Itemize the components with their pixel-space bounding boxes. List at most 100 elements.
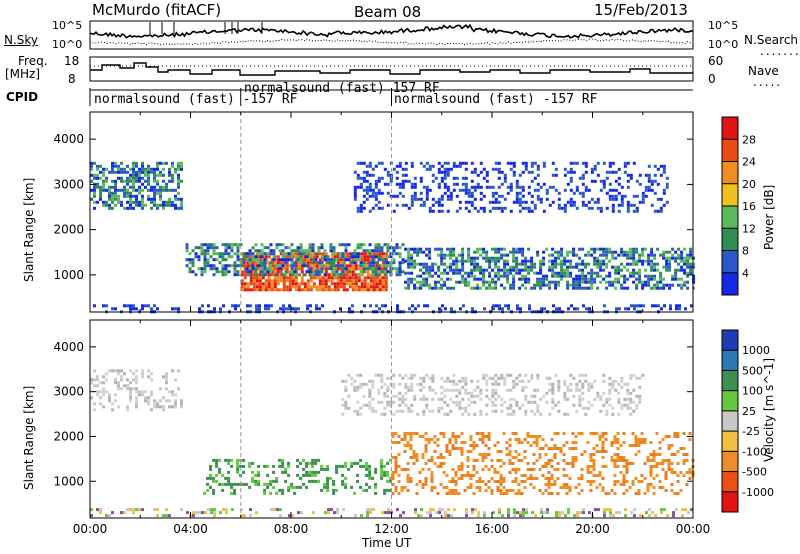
- echo-cell: [428, 283, 432, 287]
- echo-cell: [481, 441, 485, 444]
- echo-cell: [427, 441, 431, 444]
- echo-cell: [526, 432, 530, 435]
- echo-cell: [323, 482, 327, 486]
- echo-cell: [683, 268, 687, 272]
- echo-cell: [275, 264, 279, 268]
- echo-cell: [616, 480, 620, 483]
- echo-cell: [387, 511, 390, 515]
- echo-cell: [419, 397, 423, 401]
- echo-cell: [659, 286, 663, 290]
- echo-cell: [386, 385, 390, 389]
- echo-cell: [428, 385, 432, 389]
- echo-cell: [421, 483, 425, 486]
- echo-cell: [503, 268, 507, 272]
- echo-cell: [634, 441, 638, 444]
- echo-cell: [617, 397, 621, 401]
- echo-cell: [375, 264, 379, 268]
- echo-cell: [470, 256, 474, 260]
- echo-cell: [581, 268, 585, 272]
- echo-cell: [323, 467, 327, 471]
- echo-cell: [150, 185, 153, 189]
- x-tick-label: 16:00: [475, 522, 510, 536]
- echo-cell: [650, 268, 654, 272]
- echo-cell: [613, 474, 617, 477]
- echo-cell: [255, 304, 258, 308]
- echo-cell: [224, 273, 228, 277]
- echo-cell: [300, 511, 303, 515]
- echo-cell: [129, 508, 132, 512]
- echo-cell: [488, 265, 492, 269]
- echo-cell: [491, 268, 495, 272]
- echo-cell: [544, 444, 548, 447]
- echo-cell: [126, 405, 129, 409]
- echo-cell: [475, 486, 479, 489]
- echo-cell: [353, 258, 357, 262]
- echo-cell: [578, 176, 582, 180]
- echo-cell: [257, 479, 261, 483]
- echo-cell: [428, 286, 432, 290]
- echo-cell: [554, 256, 558, 260]
- echo-cell: [221, 255, 225, 259]
- echo-cell: [222, 304, 225, 308]
- echo-cell: [422, 265, 426, 269]
- echo-cell: [174, 405, 177, 409]
- echo-cell: [141, 203, 144, 207]
- echo-cell: [541, 465, 545, 468]
- echo-cell: [617, 253, 621, 257]
- echo-cell: [443, 167, 447, 171]
- echo-cell: [332, 264, 336, 268]
- echo-cell: [410, 388, 414, 392]
- echo-cell: [430, 438, 434, 441]
- echo-cell: [506, 253, 510, 257]
- echo-cell: [141, 161, 144, 165]
- echo-cell: [398, 382, 402, 386]
- echo-cell: [638, 274, 642, 278]
- echo-cell: [365, 382, 369, 386]
- echo-cell: [227, 243, 231, 247]
- echo-cell: [629, 373, 633, 377]
- echo-cell: [467, 250, 471, 254]
- echo-cell: [323, 273, 327, 277]
- echo-cell: [671, 253, 675, 257]
- echo-cell: [354, 279, 358, 283]
- echo-cell: [135, 194, 138, 198]
- echo-cell: [419, 382, 423, 386]
- echo-cell: [281, 470, 285, 474]
- echo-cell: [625, 462, 629, 465]
- echo-cell: [560, 253, 564, 257]
- echo-cell: [546, 508, 549, 512]
- echo-cell: [440, 277, 444, 281]
- echo-cell: [550, 465, 554, 468]
- echo-cell: [647, 274, 651, 278]
- echo-cell: [414, 508, 417, 512]
- echo-cell: [433, 486, 437, 489]
- echo-cell: [425, 397, 429, 401]
- echo-cell: [279, 508, 282, 512]
- echo-cell: [257, 473, 261, 477]
- echo-cell: [209, 485, 213, 489]
- echo-cell: [386, 255, 390, 259]
- echo-cell: [602, 277, 606, 281]
- echo-cell: [668, 262, 672, 266]
- echo-cell: [556, 447, 560, 450]
- echo-cell: [530, 409, 534, 413]
- echo-cell: [626, 382, 630, 386]
- echo-cell: [547, 471, 551, 474]
- echo-cell: [398, 264, 402, 268]
- echo-cell: [123, 206, 126, 210]
- echo-cell: [165, 185, 168, 189]
- echo-cell: [440, 176, 444, 180]
- echo-cell: [168, 514, 171, 518]
- echo-cell: [653, 283, 657, 287]
- echo-cell: [442, 456, 446, 459]
- echo-cell: [545, 247, 549, 251]
- echo-cell: [521, 283, 525, 287]
- echo-cell: [476, 286, 480, 290]
- echo-cell: [578, 379, 582, 383]
- echo-cell: [517, 468, 521, 471]
- echo-cell: [420, 508, 423, 512]
- echo-cell: [611, 194, 615, 198]
- echo-cell: [356, 273, 360, 277]
- echo-cell: [437, 167, 441, 171]
- echo-cell: [428, 271, 432, 275]
